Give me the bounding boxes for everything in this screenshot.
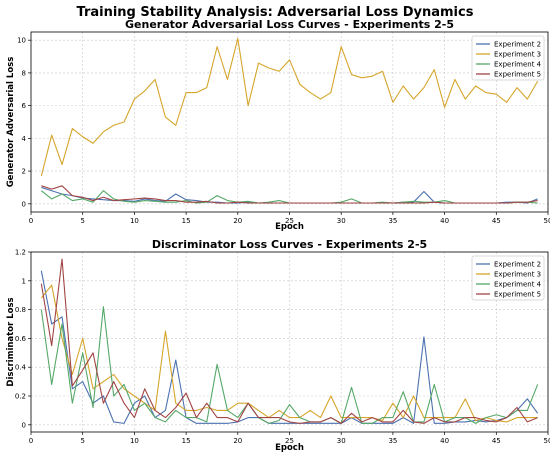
x-tick-label: 25 [285,217,294,225]
x-tick-label: 5 [80,437,84,445]
legend: Experiment 2 Experiment 3 Experiment 4 Expe… [471,35,545,81]
y-tick-label: 0.6 [15,335,27,343]
y-tick-label: 6 [22,102,27,110]
x-tick-label: 15 [182,437,191,445]
y-axis-label: Generator Adversarial Loss [6,57,16,188]
series-line [41,185,538,204]
legend-entry: Experiment 2 [494,261,541,269]
legend: Experiment 2 Experiment 3 Experiment 4 Expe… [471,255,545,301]
x-tick-label: 5 [80,217,84,225]
series-line [40,306,539,424]
x-tick-label: 40 [440,437,449,445]
x-tick-label: 30 [337,437,346,445]
legend-entry: Experiment 5 [494,71,541,79]
x-tick-label: 20 [233,437,242,445]
legend-entry: Experiment 4 [494,281,542,289]
legend-entry: Experiment 3 [494,51,541,59]
y-tick-label: 1 [22,277,26,285]
legend-entry: Experiment 3 [494,271,541,279]
x-axis-label: Epoch [275,443,304,453]
legend-entry: Experiment 5 [494,291,541,299]
x-tick-label: 45 [492,217,501,225]
figure-suptitle: Training Stability Analysis: Adversarial… [77,5,474,20]
y-axis-label: Discriminator Loss [6,297,16,386]
y-tick-label: 1.2 [15,249,26,257]
legend-entry: Experiment 2 [494,41,541,49]
panel-title: Generator Adversarial Loss Curves - Expe… [125,18,454,31]
x-tick-label: 40 [440,217,449,225]
y-tick-label: 10 [17,37,26,45]
y-tick-label: 4 [22,135,27,143]
generator-loss-panel: Generator Adversarial Loss Curves - Expe… [6,18,550,232]
panel-title: Discriminator Loss Curves - Experiments … [152,238,427,251]
y-tick-label: 8 [22,69,26,77]
series-line [40,258,538,424]
x-tick-label: 25 [285,437,294,445]
y-tick-label: 0.2 [15,393,26,401]
series-line [40,37,539,177]
x-tick-label: 45 [492,437,501,445]
x-tick-label: 35 [388,437,397,445]
y-tick-label: 0 [22,421,26,429]
x-tick-label: 50 [544,217,550,225]
x-tick-label: 15 [182,217,191,225]
x-tick-label: 35 [388,217,397,225]
y-tick-label: 0.8 [15,306,26,314]
x-tick-label: 20 [233,217,242,225]
x-tick-label: 10 [130,437,139,445]
legend-box [471,255,545,301]
x-tick-label: 10 [130,217,139,225]
y-tick-label: 2 [22,168,26,176]
legend-box [471,35,545,81]
x-axis-label: Epoch [275,222,304,232]
y-tick-label: 0.4 [15,364,27,372]
x-tick-label: 30 [337,217,346,225]
legend-entry: Experiment 4 [494,61,542,69]
x-tick-label: 0 [29,437,33,445]
x-tick-label: 50 [544,437,550,445]
x-tick-label: 0 [29,217,33,225]
discriminator-loss-panel: Discriminator Loss Curves - Experiments … [6,238,550,453]
y-tick-label: 0 [22,200,26,208]
